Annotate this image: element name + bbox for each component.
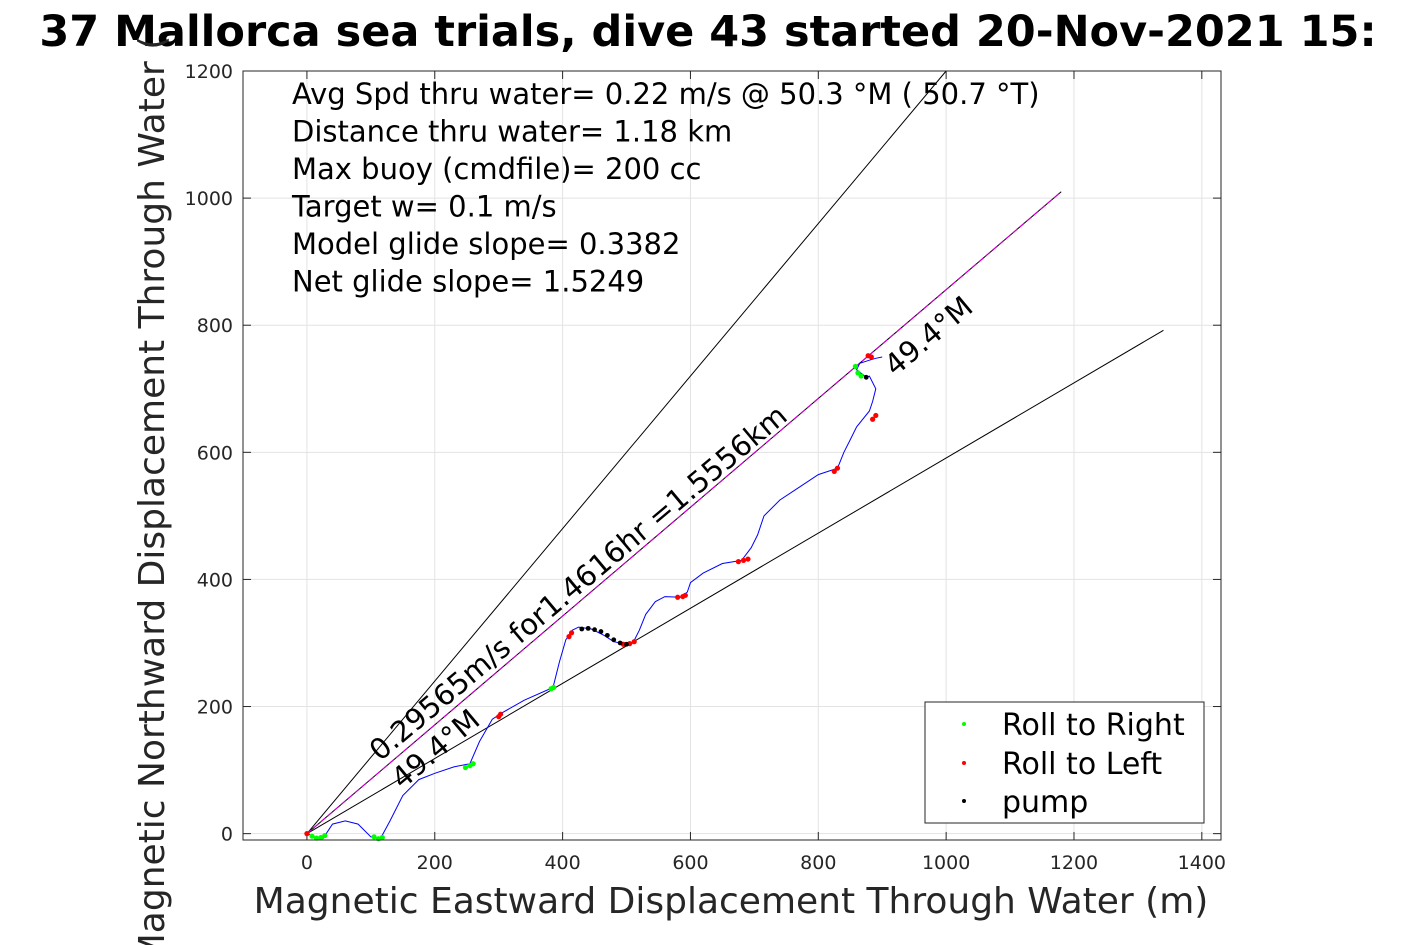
marker-roll-to-right bbox=[858, 373, 864, 379]
stats-line: Model glide slope= 0.3382 bbox=[292, 227, 680, 261]
plot-border bbox=[242, 70, 1222, 841]
legend: Roll to Right Roll to Left pump bbox=[924, 701, 1205, 824]
stats-line: Distance thru water= 1.18 km bbox=[292, 115, 732, 149]
marker-roll-to-left bbox=[735, 559, 741, 565]
x-axis-label: Magnetic Eastward Displacement Through W… bbox=[254, 881, 1209, 922]
marker-roll-to-right bbox=[551, 684, 557, 691]
marker-roll-to-right bbox=[318, 834, 324, 841]
marker-pump bbox=[592, 627, 597, 633]
marker-roll-to-left bbox=[745, 556, 751, 562]
marker-pump bbox=[617, 640, 623, 646]
legend-label-roll-left: Roll to Left bbox=[1002, 747, 1162, 782]
marker-roll-to-left bbox=[868, 354, 874, 360]
y-tick-label: 600 bbox=[197, 442, 233, 464]
marker-roll-to-left bbox=[834, 465, 841, 471]
track-line bbox=[306, 356, 883, 840]
reference-line-model-line bbox=[306, 191, 1062, 835]
marker-roll-to-right bbox=[852, 363, 858, 370]
stats-line: Target w= 0.1 m/s bbox=[291, 190, 557, 224]
x-axis-ticks: 0 200 400 600 800 1000 1200 1400 bbox=[301, 71, 1226, 874]
reference-line-lower-bound bbox=[306, 329, 1164, 835]
marker-roll-to-left bbox=[675, 594, 681, 600]
legend-marker-pump bbox=[962, 799, 966, 803]
marker-roll-to-left bbox=[870, 416, 876, 422]
marker-roll-to-left bbox=[304, 831, 310, 837]
x-tick-label: 400 bbox=[544, 852, 580, 874]
x-tick-label: 1200 bbox=[1050, 852, 1098, 874]
stats-line: Max buoy (cmdfile)= 200 cc bbox=[292, 152, 701, 186]
marker-pump bbox=[585, 625, 591, 631]
stats-annotation: Avg Spd thru water= 0.22 m/s @ 50.3 °M (… bbox=[291, 77, 1040, 299]
marker-roll-to-right bbox=[470, 761, 476, 767]
legend-box bbox=[924, 701, 1205, 824]
marker-pump bbox=[863, 374, 869, 380]
marker-roll-to-right bbox=[322, 832, 328, 839]
y-tick-label: 800 bbox=[197, 315, 233, 337]
marker-roll-to-left bbox=[831, 468, 837, 474]
markers bbox=[304, 353, 879, 842]
y-tick-label: 1000 bbox=[185, 188, 233, 210]
marker-pump bbox=[624, 641, 629, 647]
legend-marker-roll-right bbox=[962, 722, 966, 726]
x-tick-label: 1400 bbox=[1178, 852, 1226, 874]
marker-roll-to-right bbox=[462, 764, 469, 771]
marker-pump bbox=[598, 629, 604, 634]
reference-line-upper-bound bbox=[306, 70, 947, 834]
marker-pump bbox=[611, 637, 617, 643]
marker-roll-to-left bbox=[631, 639, 637, 645]
y-tick-label: 1200 bbox=[185, 61, 233, 83]
legend-marker-roll-left bbox=[962, 761, 966, 765]
marker-roll-to-right bbox=[313, 835, 320, 841]
marker-pump bbox=[604, 632, 610, 638]
y-axis-label: Magnetic Northward Displacement Through … bbox=[132, 36, 173, 945]
marker-roll-to-left bbox=[566, 634, 572, 640]
marker-roll-to-left bbox=[568, 630, 575, 636]
reference-lines bbox=[306, 70, 1164, 835]
y-tick-label: 200 bbox=[197, 697, 233, 719]
stats-line: Net glide slope= 1.5249 bbox=[292, 265, 644, 299]
y-tick-label: 400 bbox=[197, 569, 233, 591]
legend-label-roll-right: Roll to Right bbox=[1002, 708, 1185, 743]
marker-roll-to-right bbox=[379, 834, 385, 841]
marker-roll-to-right bbox=[855, 370, 861, 376]
x-tick-label: 0 bbox=[301, 852, 313, 874]
stats-line: Avg Spd thru water= 0.22 m/s @ 50.3 °M (… bbox=[292, 77, 1040, 111]
x-tick-label: 1000 bbox=[922, 852, 970, 874]
legend-label-pump: pump bbox=[1002, 785, 1088, 820]
chart-title: 37 Mallorca sea trials, dive 43 started … bbox=[39, 7, 1376, 57]
marker-roll-to-left bbox=[498, 711, 504, 717]
marker-roll-to-left bbox=[740, 557, 747, 563]
marker-roll-to-right bbox=[309, 833, 315, 839]
x-tick-label: 600 bbox=[672, 852, 708, 874]
marker-roll-to-left bbox=[873, 412, 879, 419]
marker-roll-to-right bbox=[371, 834, 377, 840]
track bbox=[306, 356, 883, 840]
marker-roll-to-left bbox=[682, 592, 688, 598]
x-tick-label: 200 bbox=[417, 852, 453, 874]
y-axis-ticks: 0 200 400 600 800 1000 1200 bbox=[185, 61, 1221, 846]
marker-pump bbox=[579, 626, 585, 632]
x-tick-label: 800 bbox=[800, 852, 836, 874]
y-tick-label: 0 bbox=[221, 824, 233, 846]
